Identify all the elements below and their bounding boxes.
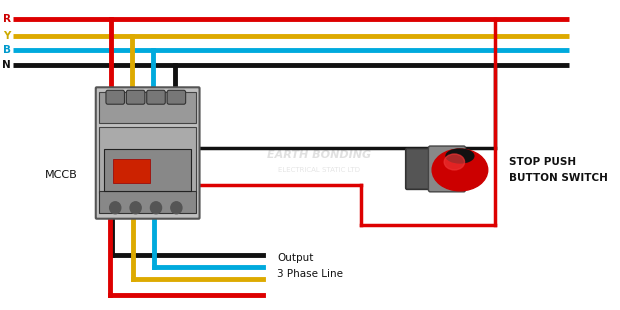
Bar xyxy=(104,149,191,191)
Text: MCCB: MCCB xyxy=(45,170,78,180)
FancyBboxPatch shape xyxy=(405,148,435,189)
FancyBboxPatch shape xyxy=(167,90,185,104)
Text: R: R xyxy=(2,14,11,24)
Ellipse shape xyxy=(432,149,488,191)
Text: 3 Phase Line: 3 Phase Line xyxy=(277,269,343,279)
Ellipse shape xyxy=(444,154,464,170)
Text: Output: Output xyxy=(277,253,314,263)
Circle shape xyxy=(110,202,121,214)
Bar xyxy=(113,159,151,183)
Bar xyxy=(99,191,196,213)
FancyBboxPatch shape xyxy=(126,90,145,104)
Text: EARTH BONDING: EARTH BONDING xyxy=(267,150,371,160)
Text: B: B xyxy=(2,46,11,55)
Text: BUTTON SWITCH: BUTTON SWITCH xyxy=(509,173,608,183)
Text: Y: Y xyxy=(3,31,11,41)
FancyBboxPatch shape xyxy=(95,87,200,219)
Bar xyxy=(99,92,196,123)
FancyBboxPatch shape xyxy=(106,90,125,104)
Circle shape xyxy=(130,202,141,214)
Circle shape xyxy=(151,202,162,214)
Text: N: N xyxy=(2,60,11,70)
Bar xyxy=(99,127,196,193)
Ellipse shape xyxy=(446,149,474,163)
Text: STOP PUSH: STOP PUSH xyxy=(509,157,576,167)
FancyBboxPatch shape xyxy=(428,146,466,192)
Text: ELECTRICAL STATIC LTD: ELECTRICAL STATIC LTD xyxy=(278,167,360,173)
FancyBboxPatch shape xyxy=(147,90,166,104)
Circle shape xyxy=(171,202,182,214)
